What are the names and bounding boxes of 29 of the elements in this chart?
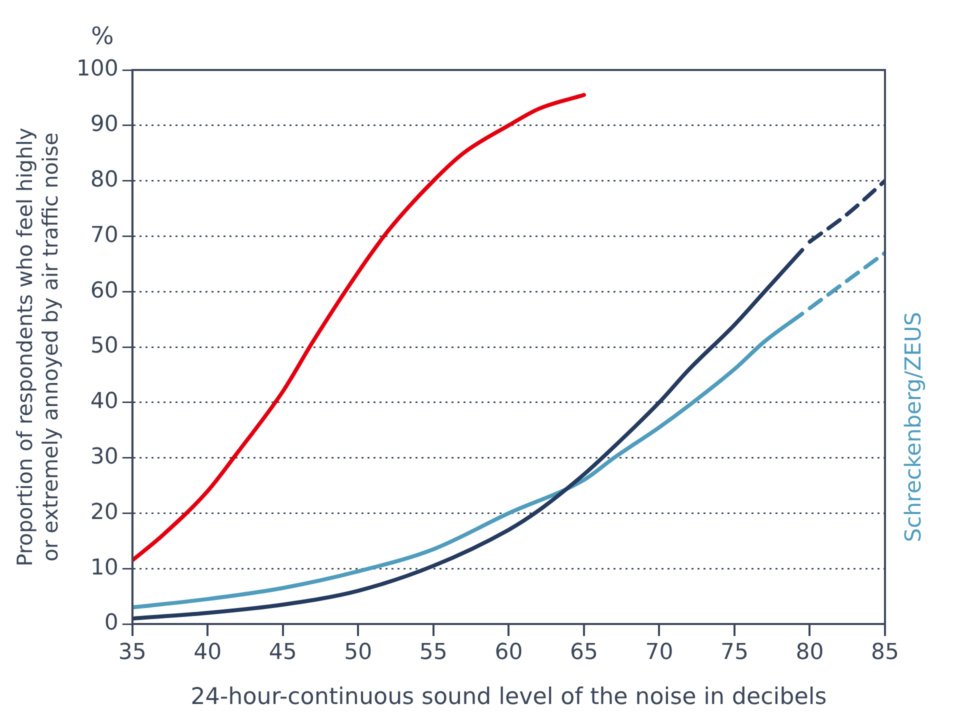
x-tick-label: 80: [796, 640, 824, 665]
x-tick-label: 55: [419, 640, 448, 665]
y-tick-label: 50: [90, 334, 118, 359]
x-tick-label: 70: [645, 640, 674, 665]
x-tick-label: 45: [268, 640, 297, 665]
x-tick-label: 85: [871, 640, 899, 665]
y-tick-label: 40: [90, 389, 118, 414]
line-series: [132, 92, 586, 562]
text: Schreckenberg/ZEUS: [902, 312, 927, 542]
y-tick-label: 30: [90, 444, 118, 470]
line-series: [132, 312, 804, 610]
x-tick-label: 50: [344, 640, 372, 665]
x-tick-label: 35: [118, 640, 146, 665]
line-series: [132, 248, 804, 620]
y-tick-label: 20: [90, 500, 118, 525]
y-tick-label: 80: [90, 168, 118, 193]
y-axis-title: Proportion of respondents who feel highly or extremely annoyed by air traffic noise: [13, 128, 62, 566]
y-tick-label: 90: [90, 112, 118, 138]
x-tick-label: 75: [720, 640, 748, 665]
x-tick-label: 60: [494, 640, 523, 665]
x-tick-label: 40: [194, 640, 222, 665]
y-tick-label: 60: [90, 278, 118, 304]
y-tick-label: 10: [90, 555, 118, 580]
y-tick-label: 70: [90, 222, 118, 248]
x-axis-title: 24-hour-continuous sound level of the noise in decibels: [190, 684, 827, 710]
y-tick-label: 100: [76, 56, 118, 82]
x-tick-label: 65: [570, 640, 598, 665]
text: %: [90, 22, 114, 50]
y-tick-label: 0: [104, 610, 118, 636]
